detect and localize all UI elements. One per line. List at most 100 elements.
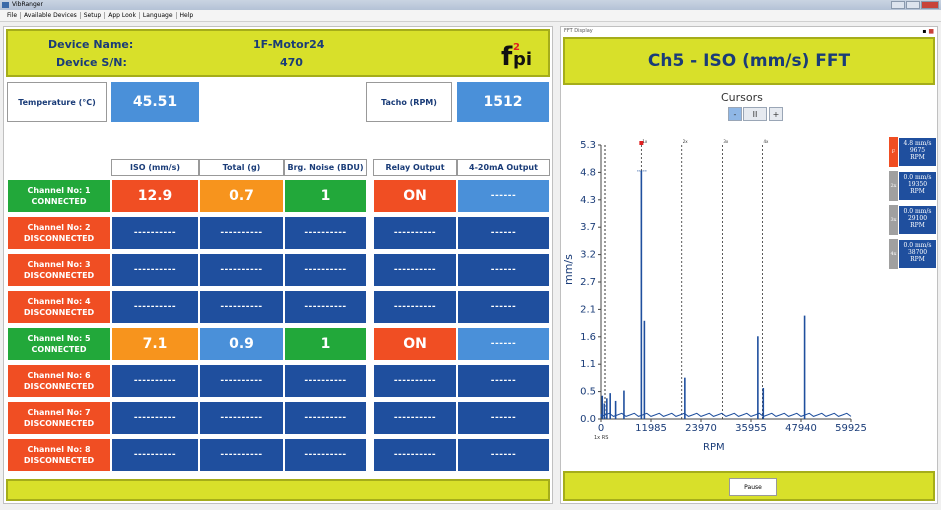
col-header-ma-output: 4-20mA Output [457,159,550,176]
relay-output-value: ---------- [373,364,457,398]
cursor-label: 4x [763,139,769,144]
x-tick-label: 11985 [635,423,667,434]
channel-name: Channel No: 3 [27,260,91,269]
channel-name: Channel No: 6 [27,371,91,380]
menu-setup[interactable]: Setup [81,12,106,19]
y-tick-label: 3.7 [580,222,596,233]
y-tick-label: 4.3 [580,195,596,206]
relay-output-value: ON [373,327,457,361]
col-header-iso: ISO (mm/s) [111,159,199,176]
x-tick-label: 59925 [835,423,867,434]
ma-output-value: ------ [457,401,550,435]
channel-status: CONNECTED [31,345,87,354]
iso-value: 12.9 [111,179,199,213]
tacho-label: Tacho (RPM) [366,82,452,122]
window-controls [891,1,939,9]
cursor-marker-text: 0.0 mm/s 38700 RPM [898,239,937,269]
brg-noise-value: ---------- [284,216,367,250]
channel-label-3[interactable]: Channel No: 3 DISCONNECTED [7,253,111,287]
cursor-marker-line: 29100 [907,215,928,222]
menu-available-devices[interactable]: Available Devices [21,12,81,19]
y-tick-label: 3.2 [580,250,596,261]
channel-name: Channel No: 2 [27,223,91,232]
channel-name: Channel No: 8 [27,445,91,454]
maximize-button[interactable] [906,1,920,9]
status-bar [6,479,550,501]
brg-noise-value: ---------- [284,438,367,472]
cursor-lines: 1x 2x 3x 4x [639,139,769,419]
total-value: ---------- [199,364,284,398]
cursor-pause-button[interactable]: II [743,107,767,121]
channel-status: DISCONNECTED [23,382,95,391]
pause-button[interactable]: Pause [729,478,777,496]
channel-label-1[interactable]: Channel No: 1 CONNECTED [7,179,111,213]
brg-noise-value: ---------- [284,253,367,287]
menu-bar: File Available Devices Setup App Look La… [0,10,941,22]
menu-file[interactable]: File [4,12,22,19]
ma-output-value: ------ [457,438,550,472]
cursor-marker-4: 4x 0.0 mm/s 38700 RPM [889,239,937,269]
cursor-marker-line: RPM [910,256,925,263]
x-tick-label: 0 [598,423,604,434]
channel-label-2[interactable]: Channel No: 2 DISCONNECTED [7,216,111,250]
close-button[interactable] [921,1,939,9]
menu-help[interactable]: Help [179,12,194,19]
cursor-minus-button[interactable]: - [728,107,742,121]
cursor-marker-line: RPM [910,222,925,229]
fft-panel: FFT Display ▪ ■ Ch5 - ISO (mm/s) FFT Cur… [560,26,938,504]
channel-label-4[interactable]: Channel No: 4 DISCONNECTED [7,290,111,324]
total-value: ---------- [199,253,284,287]
cursor-plus-button[interactable]: + [769,107,783,121]
y-tick-label: 0.5 [580,387,596,398]
channel-name: Channel No: 5 [27,334,91,343]
panel-close-icon[interactable]: ■ [928,28,934,35]
channel-label-5[interactable]: Channel No: 5 CONNECTED [7,327,111,361]
device-name-value: 1F-Motor24 [253,38,325,51]
ma-output-value: ------ [457,179,550,213]
fft-footer: Pause [563,471,935,501]
total-value: ---------- [199,401,284,435]
total-value: ---------- [199,438,284,472]
relay-output-value: ---------- [373,253,457,287]
ma-output-value: ------ [457,290,550,324]
col-header-relay: Relay Output [373,159,457,176]
cursor-marker-text: 0.0 mm/s 19350 RPM [898,171,937,201]
fft-title: Ch5 - ISO (mm/s) FFT [563,37,935,85]
panel-controls: ▪ ■ [922,28,934,35]
cursor-marker-line: 9675 [909,147,926,154]
channel-status: DISCONNECTED [23,456,95,465]
cursor-marker-text: 0.0 mm/s 29100 RPM [898,205,937,235]
col-header-total: Total (g) [199,159,284,176]
x-axis-label: RPM [703,442,725,453]
channel-label-8[interactable]: Channel No: 8 DISCONNECTED [7,438,111,472]
fft-chart[interactable]: 0.0 0.5 1.1 1.6 2.1 2.7 3.2 3.7 4.3 4.8 5.3 0 11985… [561,127,939,467]
app-icon [2,2,9,8]
minimize-button[interactable] [891,1,905,9]
channel-label-7[interactable]: Channel No: 7 DISCONNECTED [7,401,111,435]
fft-panel-label: FFT Display [564,28,593,34]
channel-label-6[interactable]: Channel No: 6 DISCONNECTED [7,364,111,398]
device-name-label: Device Name: [48,38,134,51]
pin-icon[interactable]: ▪ [922,28,927,35]
menu-language[interactable]: Language [140,12,177,19]
brg-noise-value: ---------- [284,290,367,324]
y-axis: 0.0 0.5 1.1 1.6 2.1 2.7 3.2 3.7 4.3 4.8 5.3 [580,140,602,425]
iso-value: ---------- [111,290,199,324]
ma-output-value: ------ [457,327,550,361]
cursor-marker-tag: 4x [889,239,898,269]
channel-name: Channel No: 1 [27,186,91,195]
device-header: Device Name: 1F-Motor24 Device S/N: 470 … [6,29,550,77]
y-axis-label: mm/s [562,254,575,285]
x-tick-label: 35955 [735,423,767,434]
channel-status: DISCONNECTED [23,419,95,428]
y-tick-label: 2.7 [580,277,596,288]
cursor-marker-text: 4.8 mm/s 9675 RPM [898,137,937,167]
brg-noise-value: ---------- [284,364,367,398]
cursor-marker-3: 3x 0.0 mm/s 29100 RPM [889,205,937,235]
menu-app-look[interactable]: App Look [105,12,140,19]
cursor-marker-line: RPM [910,188,925,195]
tacho-value: 1512 [457,82,549,122]
y-tick-label: 5.3 [580,140,596,151]
ma-output-value: ------ [457,216,550,250]
